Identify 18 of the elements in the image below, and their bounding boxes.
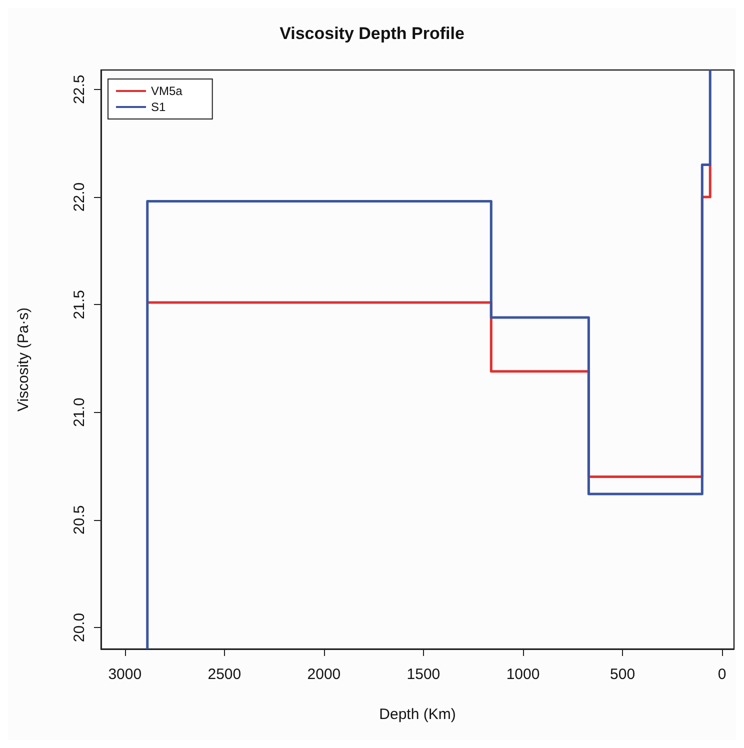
x-tick-label: 1500 xyxy=(406,666,440,683)
y-tick-label: 21.5 xyxy=(71,290,88,320)
x-tick-label: 2500 xyxy=(208,666,242,683)
y-axis-title: Viscosity (Pa·s) xyxy=(15,308,32,412)
x-axis-title: Depth (Km) xyxy=(379,706,456,723)
legend-label: S1 xyxy=(151,100,166,114)
x-tick-label: 500 xyxy=(610,666,636,683)
y-tick-label: 20.0 xyxy=(71,612,88,642)
x-tick-label: 0 xyxy=(718,666,726,683)
y-tick-label: 21.0 xyxy=(71,398,88,427)
y-tick-label: 22.0 xyxy=(71,182,88,212)
y-tick-label: 22.5 xyxy=(71,74,88,104)
y-tick-label: 20.5 xyxy=(71,505,88,534)
legend-label: VM5a xyxy=(151,84,183,98)
x-tick-label: 1000 xyxy=(506,666,540,683)
x-tick-label: 2000 xyxy=(307,666,341,683)
x-tick-label: 3000 xyxy=(108,666,142,683)
chart-title: Viscosity Depth Profile xyxy=(280,24,464,43)
